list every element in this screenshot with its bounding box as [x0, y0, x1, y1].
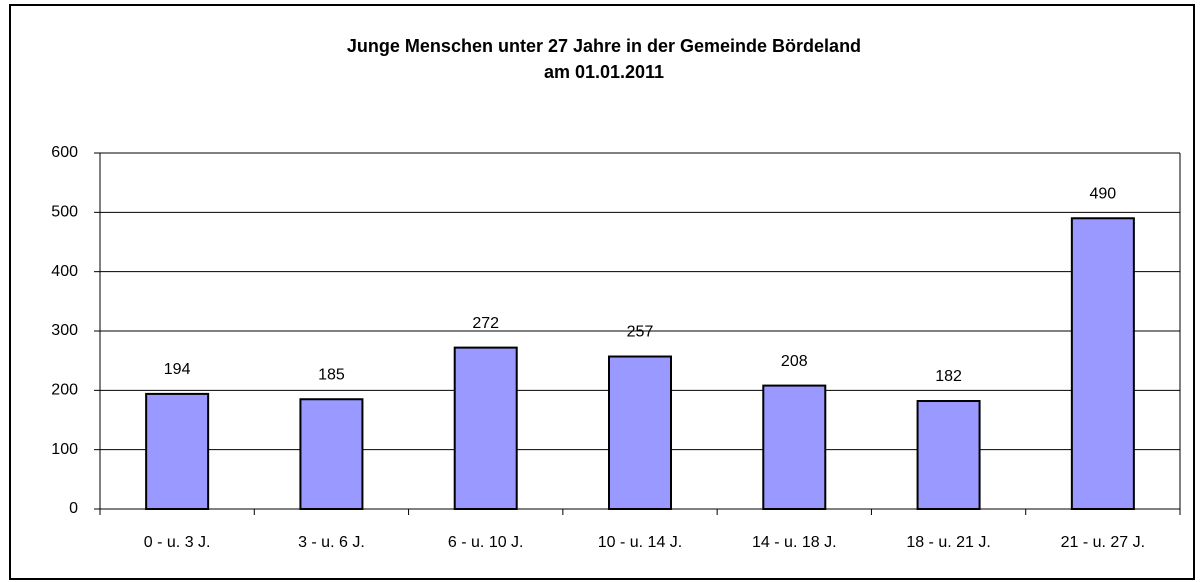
x-tick-label: 0 - u. 3 J.	[144, 534, 211, 551]
data-label: 490	[1090, 185, 1117, 202]
chart-title: am 01.01.2011	[544, 62, 664, 82]
y-tick-label: 400	[51, 263, 78, 280]
bar	[608, 355, 672, 510]
bar	[299, 398, 364, 511]
data-label: 208	[781, 353, 808, 370]
x-tick-label: 21 - u. 27 J.	[1061, 534, 1146, 551]
bar	[453, 346, 518, 511]
bar	[1070, 217, 1135, 510]
y-tick-label: 600	[51, 144, 78, 161]
y-tick-label: 500	[51, 204, 78, 221]
x-tick-label: 18 - u. 21 J.	[906, 534, 991, 551]
y-tick-label: 200	[51, 382, 78, 399]
data-label: 272	[472, 315, 499, 332]
x-tick-label: 10 - u. 14 J.	[598, 534, 683, 551]
x-tick-label: 3 - u. 6 J.	[298, 534, 365, 551]
y-tick-label: 100	[51, 441, 78, 458]
y-tick-label: 300	[51, 322, 78, 339]
data-label: 185	[318, 366, 345, 383]
chart-title: Junge Menschen unter 27 Jahre in der Gem…	[347, 36, 861, 56]
data-label: 194	[164, 361, 191, 378]
data-label: 257	[627, 324, 654, 341]
x-tick-label: 6 - u. 10 J.	[448, 534, 524, 551]
data-label: 182	[935, 368, 962, 385]
bar	[916, 400, 981, 510]
bar	[762, 384, 827, 510]
x-tick-label: 14 - u. 18 J.	[752, 534, 837, 551]
bar	[145, 392, 210, 511]
y-tick-label: 0	[69, 500, 78, 517]
